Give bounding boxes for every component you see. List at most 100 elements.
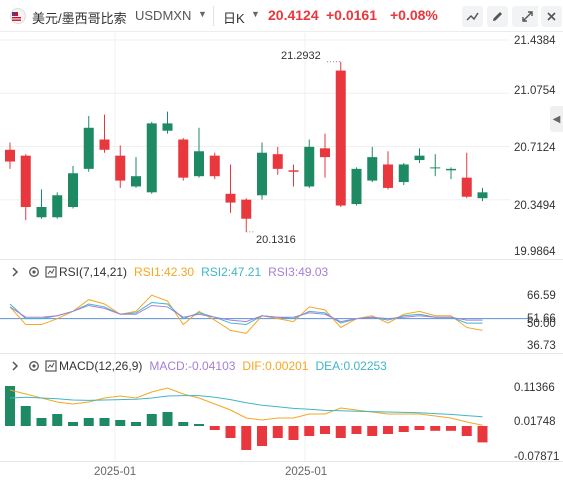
candle-body	[209, 155, 220, 177]
candle-body	[414, 155, 425, 161]
macd-histogram-bar	[446, 426, 456, 431]
candle-body	[83, 127, 94, 169]
symbol-name[interactable]: 美元/墨西哥比索	[32, 11, 127, 26]
candle-body	[36, 206, 47, 218]
macd-histogram-bar	[162, 412, 173, 426]
candle-body	[367, 157, 378, 181]
candle-body	[430, 167, 441, 169]
macd-histogram-bar	[194, 424, 204, 426]
macd-histogram-bar	[5, 386, 15, 426]
y-axis-tick: 21.4384	[514, 35, 556, 47]
drawing-line-icon	[466, 12, 479, 21]
macd-histogram-bar	[272, 426, 283, 438]
rsi3-line	[9, 304, 483, 323]
divider	[213, 6, 214, 26]
macd-histogram-bar	[288, 426, 299, 440]
expand-fullscreen-icon	[522, 11, 533, 22]
macd-histogram-bar	[351, 426, 362, 434]
rsi-name: RSI(7,14,21)	[59, 265, 128, 279]
candle-body	[257, 152, 267, 196]
candle-body	[20, 155, 31, 207]
macd-histogram-bar	[209, 426, 220, 430]
macd-histogram-bar	[131, 422, 141, 426]
rsi1-value: RSI1:42.30	[134, 265, 195, 279]
candle-body	[131, 176, 141, 187]
macd-value: MACD:-0.04103	[149, 359, 236, 373]
rsi2-value: RSI2:47.21	[201, 265, 262, 279]
dif-line	[9, 387, 483, 426]
macd-histogram-bar	[320, 426, 330, 434]
dea-line	[9, 395, 483, 418]
macd-histogram-bar	[83, 418, 94, 426]
macd-histogram-bar	[36, 418, 47, 426]
y-axis-tick: 20.7124	[514, 142, 556, 154]
candle-body	[162, 123, 173, 131]
close-icon	[547, 12, 556, 21]
macd-histogram-bar	[304, 426, 315, 436]
rsi-axis-tick: 36.73	[527, 340, 556, 352]
candle-body	[225, 193, 236, 203]
macd-histogram-bar	[99, 418, 110, 426]
macd-legend: MACD(12,26,9) MACD:-0.04103 DIF:0.00201 …	[0, 358, 387, 374]
chevron-right-icon[interactable]	[10, 267, 20, 277]
y-axis-tick: 19.9864	[514, 246, 556, 258]
pane-divider	[0, 461, 563, 462]
macd-histogram-bar	[68, 422, 78, 426]
chevron-down-icon[interactable]: ▼	[198, 9, 207, 19]
pencil-button[interactable]	[487, 6, 508, 27]
rsi3-value: RSI3:49.03	[268, 265, 329, 279]
candle-body	[178, 139, 189, 178]
macd-histogram-bar	[178, 422, 189, 426]
macd-histogram-bar	[225, 426, 236, 438]
candle-body	[383, 164, 393, 188]
y-axis-tick: 20.3494	[514, 200, 556, 212]
macd-histogram-bar	[241, 426, 252, 450]
macd-name: MACD(12,26,9)	[59, 359, 143, 373]
rsi-axis-tick: 51.66	[527, 313, 556, 325]
collapse-side-panel-tab[interactable]: ◀	[550, 106, 563, 132]
chevron-down-icon[interactable]: ▼	[251, 9, 260, 19]
y-axis-tick: 21.0754	[514, 85, 556, 97]
indicator-type-icon	[45, 266, 57, 278]
period-selector[interactable]: 日K	[223, 11, 245, 26]
macd-histogram-bar	[383, 426, 393, 434]
candle-body	[194, 151, 204, 177]
macd-histogram-bar	[115, 420, 126, 426]
rsi-axis-tick: 50.00	[527, 318, 556, 330]
x-axis-label: 2025-01	[94, 466, 137, 478]
drawing-line-button[interactable]	[462, 6, 483, 27]
rsi1-line	[9, 294, 483, 334]
candle-body	[5, 149, 15, 162]
candle-body	[304, 146, 315, 187]
symbol-code-selector[interactable]: USDMXN	[135, 8, 192, 23]
candle-body	[288, 170, 299, 172]
candle-body	[320, 148, 330, 158]
close-button[interactable]	[541, 6, 562, 27]
candle-body	[146, 123, 157, 193]
candle-body	[398, 164, 409, 183]
candle-body	[68, 173, 78, 207]
dif-value: DIF:0.00201	[242, 359, 309, 373]
chevron-right-icon[interactable]	[10, 361, 20, 371]
gear-icon[interactable]	[28, 266, 40, 278]
rsi2-line	[9, 302, 483, 326]
high-price-label: 21.2932	[281, 50, 321, 62]
low-price-label: 20.1316	[256, 234, 296, 246]
expand-fullscreen-button[interactable]	[517, 6, 538, 27]
price-change: +0.0161	[326, 7, 377, 23]
candle-body	[461, 177, 472, 197]
candle-body	[52, 195, 63, 218]
candle-body	[241, 199, 252, 219]
macd-histogram-bar	[477, 426, 488, 443]
gear-icon[interactable]	[28, 360, 40, 372]
macd-axis-tick: -0.07871	[514, 451, 560, 463]
chart-toolbar: 美元/墨西哥比索 USDMXN ▼ 日K ▼ 20.4124 +0.0161 +…	[0, 0, 563, 32]
dea-value: DEA:0.02253	[315, 359, 387, 373]
candle-body	[351, 168, 362, 205]
macd-histogram-bar	[335, 426, 346, 438]
candle-body	[477, 192, 488, 199]
rsi-legend: RSI(7,14,21) RSI1:42.30 RSI2:47.21 RSI3:…	[0, 264, 328, 280]
macd-histogram-bar	[146, 414, 157, 426]
chevron-left-icon: ◀	[552, 113, 561, 125]
